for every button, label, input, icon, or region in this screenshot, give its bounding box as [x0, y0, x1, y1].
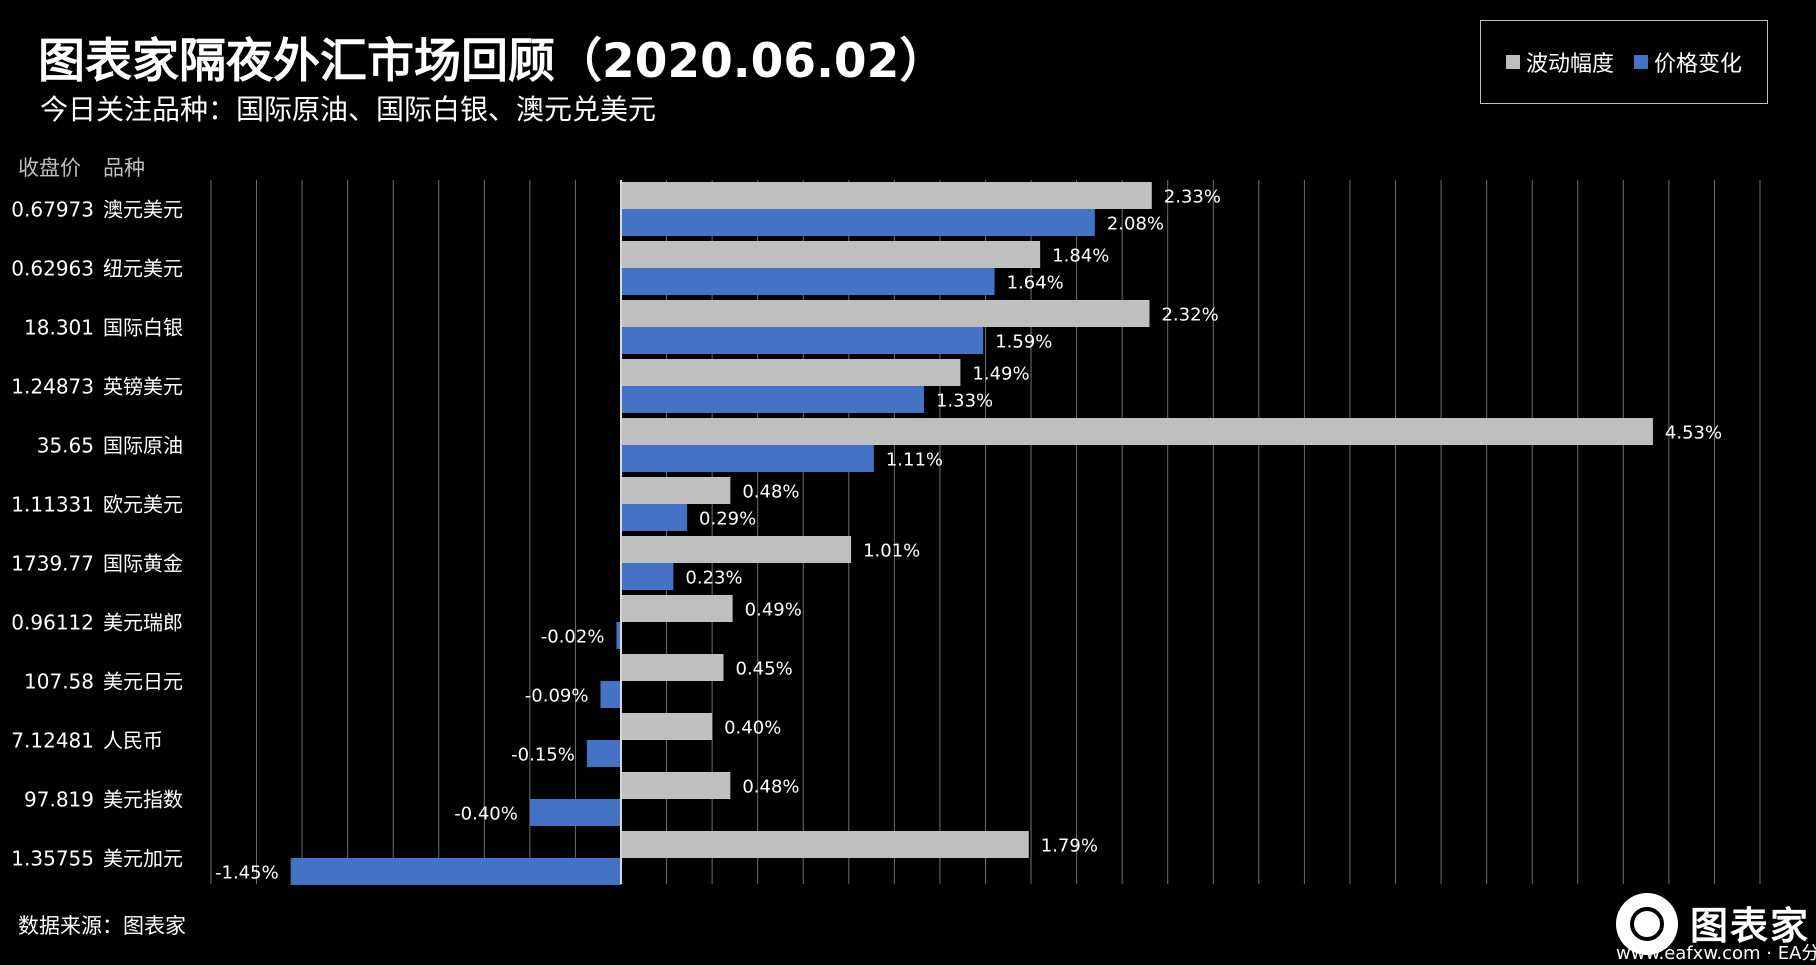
instrument-header: 品种	[103, 156, 145, 180]
category-label: 国际黄金	[103, 552, 183, 576]
volatility-bar	[621, 654, 724, 681]
price-change-bar	[616, 622, 621, 649]
chart-subtitle: 今日关注品种：国际原油、国际白银、澳元兑美元	[40, 93, 657, 126]
category-label: 国际白银	[103, 316, 183, 340]
price-change-bar	[621, 386, 924, 413]
price-change-bar	[621, 445, 874, 472]
brand-logo: 图表家 www.eafxw.com · EA分享网	[1616, 893, 1816, 964]
volatility-data-label: 0.45%	[736, 659, 793, 680]
volatility-data-label: 2.33%	[1164, 187, 1221, 208]
closing-price-label: 107.58	[24, 670, 94, 694]
price-change-data-label: 1.64%	[1007, 273, 1064, 294]
closing-price-label: 18.301	[24, 316, 94, 340]
price-change-bar	[621, 209, 1095, 236]
closing-price-label: 1739.77	[11, 552, 94, 576]
price-change-bar	[621, 504, 688, 531]
volatility-data-label: 0.49%	[745, 600, 802, 621]
category-label: 美元瑞郎	[103, 611, 183, 635]
price-change-data-label: 1.59%	[995, 332, 1052, 353]
price-change-data-label: 0.23%	[685, 568, 742, 589]
volatility-data-label: 1.84%	[1052, 246, 1109, 267]
volatility-bar	[621, 418, 1653, 445]
closing-price-label: 97.819	[24, 788, 94, 812]
price-change-data-label: -1.45%	[215, 863, 279, 884]
closing-price-label: 7.12481	[11, 729, 94, 753]
legend-swatch-volatility	[1505, 55, 1520, 69]
volatility-data-label: 2.32%	[1161, 305, 1218, 326]
price-change-data-label: 1.33%	[936, 391, 993, 412]
closing-price-label: 35.65	[37, 434, 94, 458]
category-label: 澳元美元	[103, 198, 183, 222]
category-label: 纽元美元	[103, 257, 183, 281]
closing-price-label: 1.11331	[11, 493, 94, 517]
bar-chart: 0.67973 澳元美元 2.33%2.08% 0.62963 纽元美元 1.84% 1.6…	[11, 180, 1761, 885]
price-change-bar	[621, 327, 984, 354]
volatility-data-label: 4.53%	[1665, 423, 1722, 444]
price-change-bar	[621, 563, 674, 590]
watermark-url: www.eafxw.com · EA分享网	[1616, 943, 1816, 964]
price-change-bar	[529, 799, 621, 826]
volatility-bar	[621, 182, 1152, 209]
legend-item-price-change: 价格变化	[1634, 46, 1742, 78]
legend-label-volatility: 波动幅度	[1525, 52, 1614, 77]
volatility-bar	[621, 536, 852, 563]
price-change-data-label: 1.11%	[886, 450, 943, 471]
volatility-bar	[621, 300, 1150, 327]
closing-price-header: 收盘价	[18, 156, 81, 180]
price-change-bar	[600, 681, 621, 708]
closing-price-label: 0.67973	[11, 198, 94, 222]
category-label: 国际原油	[103, 434, 183, 458]
category-label: 英镑美元	[103, 375, 183, 399]
price-change-data-label: -0.40%	[454, 804, 518, 825]
price-change-bar	[290, 858, 621, 885]
category-label: 美元加元	[103, 847, 183, 871]
volatility-data-label: 0.40%	[724, 718, 781, 739]
price-change-bar	[586, 740, 621, 767]
volatility-data-label: 1.01%	[863, 541, 920, 562]
category-label: 欧元美元	[103, 493, 183, 517]
volatility-bar	[621, 595, 733, 622]
volatility-data-label: 0.48%	[742, 777, 799, 798]
category-label: 人民币	[103, 729, 163, 753]
closing-price-label: 1.35755	[11, 847, 94, 871]
volatility-data-label: 1.79%	[1041, 836, 1098, 857]
chart-title: 图表家隔夜外汇市场回顾（2020.06.02）	[38, 34, 947, 89]
chart-legend: 波动幅度 价格变化	[1480, 20, 1768, 104]
brand-logo-text: 图表家	[1690, 904, 1811, 948]
price-change-data-label: 2.08%	[1107, 214, 1164, 235]
brand-logo-icon	[1616, 893, 1678, 955]
legend-item-volatility: 波动幅度	[1505, 46, 1614, 78]
closing-price-label: 1.24873	[11, 375, 94, 399]
data-source: 数据来源：图表家	[18, 914, 186, 938]
volatility-data-label: 1.49%	[972, 364, 1029, 385]
legend-swatch-price-change	[1634, 55, 1648, 69]
volatility-bar	[621, 772, 731, 799]
volatility-bar	[621, 477, 731, 504]
price-change-data-label: -0.15%	[511, 745, 575, 766]
price-change-data-label: 0.29%	[699, 509, 756, 530]
price-change-data-label: -0.09%	[525, 686, 589, 707]
volatility-bar	[621, 713, 713, 740]
price-change-bar	[621, 268, 995, 295]
volatility-bar	[621, 359, 961, 386]
category-label: 美元指数	[103, 788, 183, 812]
price-change-data-label: -0.02%	[541, 627, 605, 648]
volatility-bar	[621, 831, 1029, 858]
volatility-bar	[621, 241, 1041, 268]
volatility-data-label: 0.48%	[742, 482, 799, 503]
legend-label-price-change: 价格变化	[1654, 52, 1743, 77]
category-label: 美元日元	[103, 670, 183, 694]
closing-price-label: 0.96112	[11, 611, 94, 635]
closing-price-label: 0.62963	[11, 257, 94, 281]
